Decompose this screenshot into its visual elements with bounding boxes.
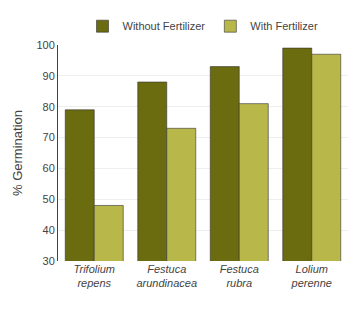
svg-text:30: 30 (43, 255, 55, 267)
svg-text:100: 100 (36, 39, 54, 51)
svg-text:Loliumperenne: Loliumperenne (291, 263, 332, 289)
svg-text:40: 40 (43, 224, 55, 236)
svg-text:With Fertilizer: With Fertilizer (250, 20, 318, 32)
svg-text:50: 50 (43, 193, 55, 205)
svg-text:80: 80 (43, 101, 55, 113)
svg-text:90: 90 (43, 70, 55, 82)
svg-text:Festucaarundinacea: Festucaarundinacea (136, 263, 197, 289)
svg-text:% Germination: % Germination (10, 110, 25, 196)
svg-text:70: 70 (43, 131, 55, 143)
svg-text:Festucarubra: Festucarubra (220, 263, 259, 289)
svg-text:Trifoliumrepens: Trifoliumrepens (74, 263, 115, 289)
svg-text:Without Fertilizer: Without Fertilizer (123, 20, 206, 32)
svg-text:60: 60 (43, 162, 55, 174)
